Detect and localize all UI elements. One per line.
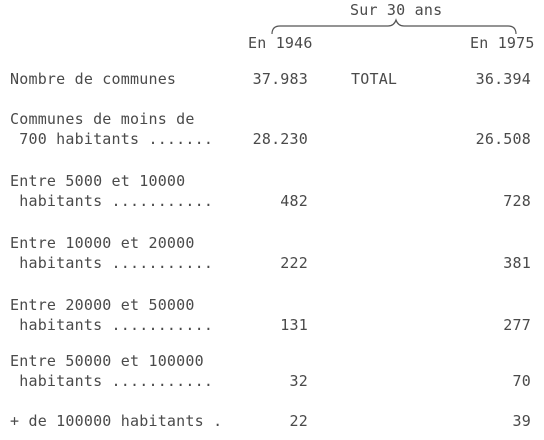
row-label-continued: habitants ........... (10, 316, 214, 334)
value-1975: 39 (512, 412, 531, 430)
value-1946: 131 (280, 316, 308, 334)
row-label-continued: habitants ........... (10, 254, 214, 272)
value-1946: 28.230 (252, 130, 308, 148)
column-header-1975: En 1975 (470, 34, 535, 52)
row-label-continued: 700 habitants ....... (10, 130, 214, 148)
value-1975: 381 (503, 254, 531, 272)
value-1975: 36.394 (475, 70, 531, 88)
value-1975: 26.508 (475, 130, 531, 148)
row-label-continued: habitants ........... (10, 192, 214, 210)
total-label: TOTAL (351, 70, 398, 88)
value-1975: 728 (503, 192, 531, 210)
row-label: + de 100000 habitants . (10, 412, 223, 430)
row-label: Nombre de communes (10, 70, 177, 88)
value-1946: 222 (280, 254, 308, 272)
span-label: Sur 30 ans (350, 1, 443, 19)
row-label-continued: habitants ........... (10, 372, 214, 390)
row-label: Entre 10000 et 20000 (10, 234, 195, 252)
row-label: Entre 50000 et 100000 (10, 352, 204, 370)
value-1975: 70 (512, 372, 531, 390)
value-1975: 277 (503, 316, 531, 334)
value-1946: 37.983 (252, 70, 308, 88)
row-label: Communes de moins de (10, 110, 195, 128)
value-1946: 22 (289, 412, 308, 430)
column-header-1946: En 1946 (248, 34, 313, 52)
row-label: Entre 5000 et 10000 (10, 172, 186, 190)
value-1946: 482 (280, 192, 308, 210)
value-1946: 32 (289, 372, 308, 390)
row-label: Entre 20000 et 50000 (10, 296, 195, 314)
